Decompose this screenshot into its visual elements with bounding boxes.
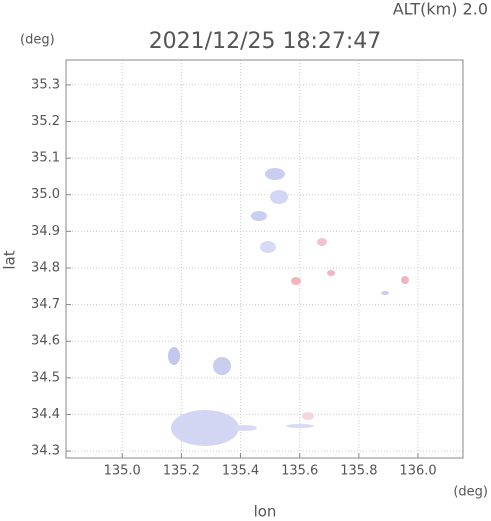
y-unit: (deg)	[20, 33, 55, 48]
echo	[265, 168, 285, 180]
y-tick-label: 35.2	[31, 114, 60, 129]
echo	[171, 410, 239, 446]
y-tick-label: 35.0	[31, 187, 60, 202]
y-tick-label: 34.6	[31, 334, 60, 349]
echo	[286, 424, 314, 428]
x-tick-label: 135.4	[222, 464, 259, 479]
x-axis-label: lon	[254, 503, 277, 521]
y-tick-label: 35.3	[31, 77, 60, 92]
echo	[317, 238, 327, 246]
y-tick-label: 34.5	[31, 370, 60, 385]
x-unit: (deg)	[453, 485, 488, 500]
echo	[327, 270, 335, 276]
x-tick-label: 135.8	[340, 464, 377, 479]
echo	[302, 412, 314, 420]
echo	[251, 211, 267, 221]
grid	[66, 60, 463, 458]
x-tick-label: 136.0	[399, 464, 436, 479]
y-tick-label: 34.8	[31, 260, 60, 275]
y-axis-label: lat	[1, 250, 19, 269]
echo	[401, 276, 409, 284]
echo	[233, 425, 257, 431]
x-tick-label: 135.6	[281, 464, 318, 479]
echo	[381, 291, 389, 295]
echo	[168, 347, 180, 365]
y-tick-label: 34.3	[31, 444, 60, 459]
x-tick-label: 135.2	[163, 464, 200, 479]
x-tick-label: 135.0	[104, 464, 141, 479]
echo-blobs	[168, 168, 409, 446]
y-tick-label: 35.1	[31, 151, 60, 166]
y-tick-label: 34.4	[31, 407, 60, 422]
echo	[270, 190, 288, 204]
subtitle: ALT(km) 2.0	[393, 0, 488, 19]
echo	[291, 277, 301, 285]
chart-title: 2021/12/25 18:27:47	[149, 29, 382, 54]
plot-frame	[65, 59, 464, 459]
y-tick-label: 34.9	[31, 224, 60, 239]
echo	[260, 241, 276, 253]
echo	[213, 357, 231, 375]
y-tick-label: 34.7	[31, 297, 60, 312]
